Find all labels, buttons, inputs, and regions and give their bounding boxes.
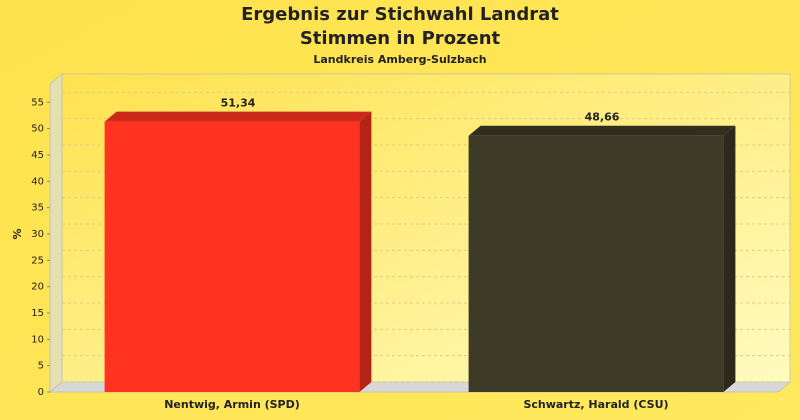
x-tick-label: Schwartz, Harald (CSU) bbox=[523, 398, 668, 411]
chart-title: Stimmen in Prozent bbox=[300, 28, 501, 49]
y-tick-label: 30 bbox=[31, 229, 44, 240]
y-tick-label: 40 bbox=[31, 176, 44, 187]
bar-side bbox=[359, 111, 372, 392]
y-tick-label: 45 bbox=[31, 150, 44, 161]
value-label: 51,34 bbox=[221, 97, 256, 110]
y-tick-label: 50 bbox=[31, 124, 44, 135]
bar-top bbox=[468, 125, 736, 136]
y-tick-label: 25 bbox=[31, 255, 44, 266]
y-tick-label: 5 bbox=[38, 361, 44, 372]
bar bbox=[468, 135, 724, 392]
bar bbox=[104, 121, 360, 392]
y-tick-label: 55 bbox=[31, 97, 44, 108]
bar-top bbox=[104, 111, 372, 122]
y-tick-label: 35 bbox=[31, 203, 44, 214]
bar-side bbox=[723, 125, 736, 392]
y-tick-label: 0 bbox=[38, 387, 44, 398]
chart-title: Ergebnis zur Stichwahl Landrat bbox=[241, 4, 559, 25]
y-axis-label: % bbox=[11, 228, 24, 239]
y-tick-label: 15 bbox=[31, 308, 44, 319]
side-wall bbox=[49, 73, 63, 393]
chart-subtitle: Landkreis Amberg-Sulzbach bbox=[313, 53, 486, 66]
x-tick-label: Nentwig, Armin (SPD) bbox=[164, 398, 300, 411]
y-tick-label: 10 bbox=[31, 334, 44, 345]
y-tick-label: 20 bbox=[31, 282, 44, 293]
value-label: 48,66 bbox=[585, 111, 620, 124]
